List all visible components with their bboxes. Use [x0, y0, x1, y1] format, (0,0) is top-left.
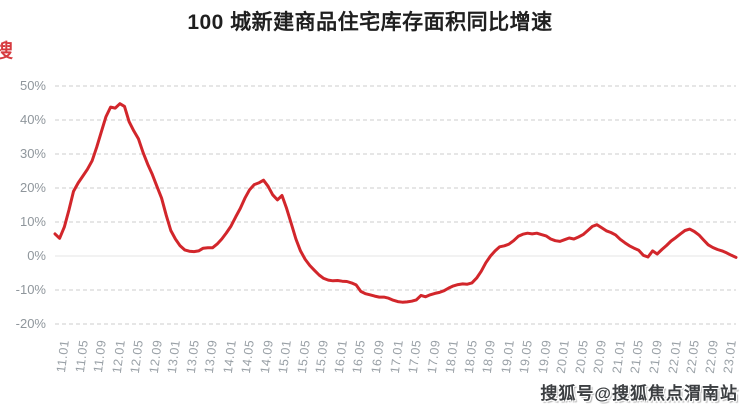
- sohu-red-mark: 搜: [0, 41, 14, 62]
- chart-title: 100 城新建商品住宅库存面积同比增速: [187, 11, 553, 34]
- y-axis-tick-label: 50%: [19, 78, 46, 93]
- series-line-inventory-yoy: [53, 102, 738, 304]
- y-axis-tick-label: 30%: [19, 146, 46, 161]
- watermark-sohu: 搜狐号@搜狐焦点渭南站: [540, 384, 738, 403]
- y-axis-tick-label: 10%: [19, 214, 46, 229]
- y-axis-tick-label: 0%: [27, 248, 46, 263]
- y-axis-tick-label: 20%: [19, 180, 46, 195]
- y-axis-tick-label: -10%: [15, 282, 46, 297]
- y-axis-tick-label: -20%: [15, 316, 46, 331]
- y-axis-tick-label: 40%: [19, 112, 46, 127]
